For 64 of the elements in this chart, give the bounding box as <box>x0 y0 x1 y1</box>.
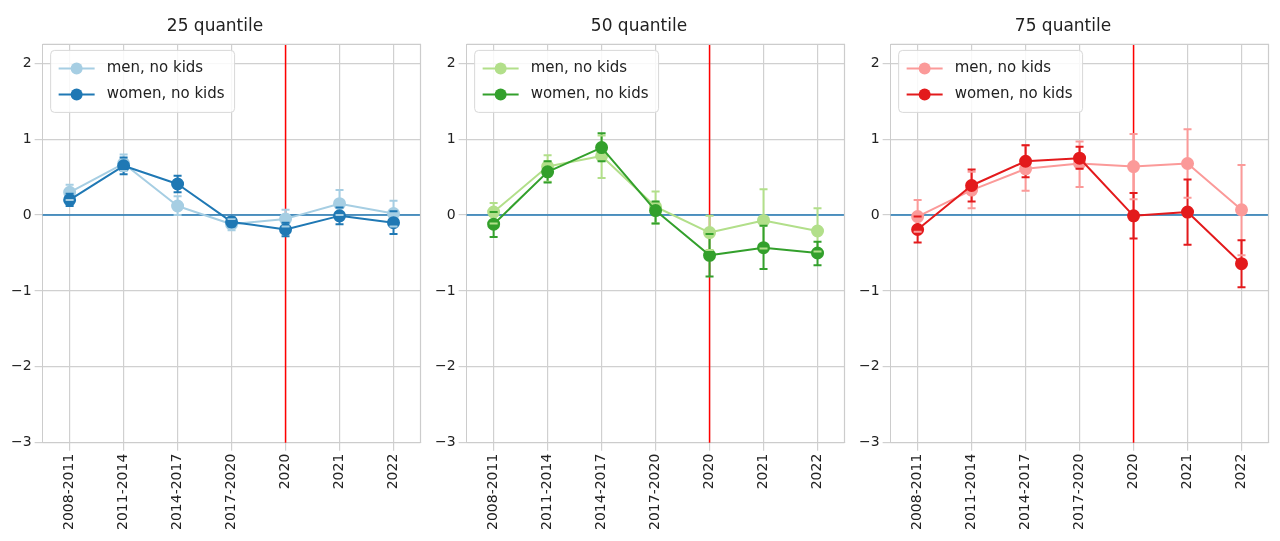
x-tick-label: 2022 <box>384 453 401 490</box>
y-tick-label: −3 <box>435 433 456 450</box>
x-tick-label: 2014-2017 <box>592 453 609 530</box>
x-tick-label: 2020 <box>276 453 293 490</box>
x-tick-label: 2017-2020 <box>222 453 239 530</box>
point <box>1181 205 1195 219</box>
y-tick-label: 2 <box>870 54 880 71</box>
legend-label: men, no kids <box>106 58 204 77</box>
y-tick-label: −1 <box>11 281 32 298</box>
x-tick-label: 2021 <box>330 453 347 490</box>
point <box>649 204 663 218</box>
y-tick-label: −2 <box>435 357 456 374</box>
legend-label: men, no kids <box>530 58 628 77</box>
point <box>1127 160 1141 174</box>
x-tick-label: 2014-2017 <box>1016 453 1033 530</box>
legend-label: men, no kids <box>954 58 1052 77</box>
y-tick-label: 0 <box>870 205 880 222</box>
y-tick-label: −3 <box>11 433 32 450</box>
y-tick-label: 0 <box>446 205 456 222</box>
chart-title: 75 quantile <box>1014 14 1112 35</box>
x-tick-label: 2020 <box>700 453 717 490</box>
point <box>171 199 185 213</box>
y-tick-label: 2 <box>22 54 32 71</box>
point <box>757 213 771 227</box>
y-tick-label: 1 <box>446 129 456 146</box>
x-tick-label: 2017-2020 <box>1070 453 1087 530</box>
x-tick-label: 2022 <box>1232 453 1249 490</box>
legend-label: women, no kids <box>954 84 1073 103</box>
x-tick-label: 2022 <box>808 453 825 490</box>
x-tick-label: 2008-2011 <box>60 453 77 530</box>
point <box>595 141 609 155</box>
y-tick-label: −1 <box>859 281 880 298</box>
y-tick-label: −2 <box>859 357 880 374</box>
point <box>965 179 979 193</box>
point <box>1235 257 1249 271</box>
legend-label: women, no kids <box>106 84 225 103</box>
x-tick-label: 2008-2011 <box>484 453 501 530</box>
x-tick-label: 2011-2014 <box>962 453 979 530</box>
y-tick-label: 2 <box>446 54 456 71</box>
y-tick-label: 1 <box>22 129 32 146</box>
y-tick-label: −3 <box>859 433 880 450</box>
chart-title: 50 quantile <box>590 14 688 35</box>
y-tick-label: −1 <box>435 281 456 298</box>
point <box>1127 209 1141 223</box>
point <box>703 248 717 262</box>
y-tick-label: −2 <box>11 357 32 374</box>
x-tick-label: 2017-2020 <box>646 453 663 530</box>
legend-label: women, no kids <box>530 84 649 103</box>
point <box>1073 151 1087 165</box>
x-tick-label: 2021 <box>754 453 771 490</box>
x-tick-label: 2020 <box>1124 453 1141 490</box>
point <box>1235 203 1249 217</box>
x-tick-label: 2011-2014 <box>538 453 555 530</box>
x-tick-label: 2021 <box>1178 453 1195 490</box>
y-tick-label: 1 <box>870 129 880 146</box>
point <box>541 165 555 179</box>
x-tick-label: 2011-2014 <box>114 453 131 530</box>
point <box>1181 157 1195 171</box>
x-tick-label: 2014-2017 <box>168 453 185 530</box>
x-tick-label: 2008-2011 <box>908 453 925 530</box>
y-tick-label: 0 <box>22 205 32 222</box>
point <box>1019 154 1033 168</box>
point <box>811 224 825 238</box>
chart-title: 25 quantile <box>166 14 264 35</box>
